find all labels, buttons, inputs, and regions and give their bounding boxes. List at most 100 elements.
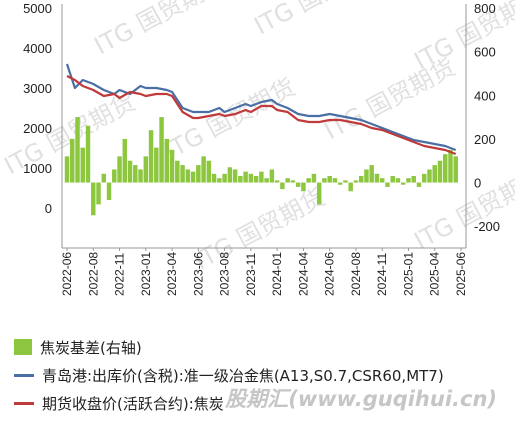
bar-basis [227,167,233,183]
bar-basis [138,169,143,183]
x-tick-label: 2023-04 [165,252,179,296]
bar-basis [75,117,80,183]
y-left-tick-label: 0 [45,201,52,216]
bar-basis [400,182,406,185]
bar-basis [443,154,448,183]
y-left-tick-label: 4000 [23,41,52,56]
bar-basis [364,169,369,183]
bar-basis [379,178,385,183]
x-tick-label: 2024-11 [375,253,389,296]
line-series-layer [65,63,457,156]
watermark-text: ITG 国贸期货 [90,0,230,60]
bar-basis [264,178,269,183]
bar-basis [343,180,348,183]
y-left-tick-label: 3000 [23,81,52,96]
x-tick-label: 2023-11 [244,253,258,296]
bar-basis [211,173,217,183]
x-tick-label: 2022-11 [113,253,127,296]
bar-basis [395,178,401,183]
bar-basis [374,173,380,183]
bar-basis [421,173,427,183]
x-tick-label: 2025-04 [428,252,442,296]
bar-basis [232,169,238,183]
bar-basis [238,176,243,183]
legend-item-basis: 焦炭基差(右轴) [14,334,509,360]
y-right-tick-label: -200 [474,219,500,234]
bar-basis [222,173,227,183]
bar-basis [285,178,290,183]
bar-basis [196,165,201,183]
bar-basis [101,173,107,183]
bar-basis [332,178,338,183]
bar-basis [337,182,343,185]
y-right-tick-label: 200 [474,132,496,147]
bar-basis [243,171,248,183]
bar-basis [127,160,133,183]
bar-basis [253,176,259,183]
bar-basis [159,117,164,183]
legend-swatch-futures [14,401,34,405]
x-tick-label: 2025-01 [401,252,415,296]
y-right-tick-label: 0 [474,176,481,191]
bar-basis [453,156,458,183]
bar-basis [437,160,443,183]
bar-series-layer [64,117,458,216]
legend-label-basis: 焦炭基差(右轴) [40,338,142,357]
bar-basis [416,182,422,187]
bar-basis [91,182,96,216]
bar-basis [306,178,311,183]
bar-basis [169,149,175,183]
footer-watermark: 股期汇(www.guqihui.cn) [225,387,497,411]
bar-basis [180,165,185,183]
bar-basis [274,180,280,183]
bar-basis [248,173,254,183]
bar-basis [85,125,91,183]
x-tick-label: 2023-08 [218,252,232,296]
bar-basis [269,169,275,183]
legend-item-port-price: 青岛港:出库价(含税):准一级冶金焦(A13,S0.7,CSR60,MT7) [14,362,509,388]
legend: 焦炭基差(右轴) 青岛港:出库价(含税):准一级冶金焦(A13,S0.7,CSR… [14,334,509,418]
bar-basis [316,182,322,205]
bar-basis [301,182,306,192]
bar-basis [411,176,416,183]
bar-basis [106,182,112,200]
y-left-tick-label: 1000 [23,161,52,176]
bar-basis [259,171,264,183]
bar-basis [154,147,159,183]
bar-basis [117,156,122,183]
bar-basis [64,156,70,183]
bar-basis [133,165,138,183]
x-tick-label: 2025-06 [454,252,468,296]
bar-basis [290,180,296,183]
legend-label-futures: 期货收盘价(活跃合约):焦炭 [42,394,224,413]
x-tick-label: 2022-06 [60,252,74,296]
x-tick-label: 2022-08 [86,252,100,296]
x-tick-label: 2024-08 [349,252,363,296]
bar-basis [217,178,222,183]
bar-basis [70,138,75,183]
bar-basis [390,176,395,183]
bar-basis [432,165,437,183]
legend-item-futures: 期货收盘价(活跃合约):焦炭 [14,390,509,416]
bar-basis [112,169,117,183]
x-tick-label: 2024-06 [323,252,337,296]
chart-area: ITG 国贸期货 ITG 国贸期货 ITG 国贸期货 ITG 国贸期货 ITG 国贸期货… [0,0,515,296]
y-right-tick-label: 400 [474,88,496,103]
watermark-text: ITG 国贸期货 [250,0,390,40]
x-tick-label: 2024-04 [296,252,310,296]
legend-swatch-port-price [14,373,34,377]
bar-basis [427,169,432,183]
bar-basis [122,138,128,183]
axis-layer: 5000400030002000100008006004002000-20020… [23,1,500,296]
legend-swatch-basis [14,339,32,355]
bar-basis [406,178,411,183]
x-tick-label: 2023-06 [191,252,205,296]
bar-basis [369,165,374,183]
bar-basis [327,176,332,183]
y-right-tick-label: 800 [474,1,496,16]
y-left-tick-label: 5000 [23,1,52,16]
line-futures-price [66,75,457,156]
bar-basis [143,156,149,183]
legend-label-port-price: 青岛港:出库价(含税):准一级冶金焦(A13,S0.7,CSR60,MT7) [42,366,444,385]
